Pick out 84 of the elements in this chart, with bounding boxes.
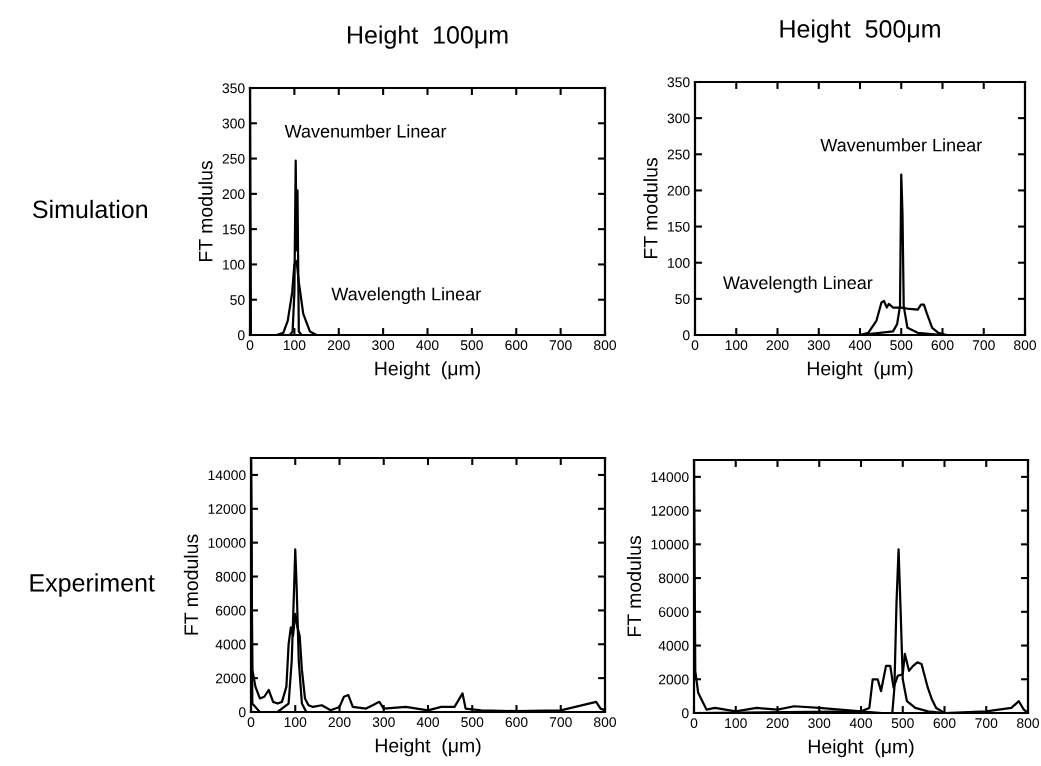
x-tick-label: 0 [690,718,698,729]
x-axis-title: Height (μm) [375,361,480,380]
x-axis-title: Height (μm) [808,739,914,758]
x-tick-label: 600 [505,717,528,728]
x-tick-label: 200 [766,718,789,729]
x-tick-label: 300 [808,718,831,729]
x-tick-label: 0 [691,340,699,351]
x-tick-label: 800 [1017,718,1040,729]
y-tick-label: 14000 [208,470,246,481]
x-tick-label: 100 [284,717,307,728]
text: Simulation [33,199,147,219]
x-tick-label: 600 [933,718,956,729]
y-tick-label: 14000 [651,472,689,483]
x-tick-label: 500 [460,340,483,351]
x-tick-label: 300 [807,340,830,351]
y-axis-title: FT modulus [643,158,658,259]
y-tick-label: 350 [222,83,245,94]
y-tick-label: 250 [667,149,690,160]
x-tick-label: 800 [594,717,617,728]
y-tick-label: 10000 [208,538,246,548]
y-tick-label: 8000 [658,573,689,584]
y-tick-label: 4000 [658,640,689,651]
y-tick-label: 2000 [215,673,246,684]
y-tick-label: 200 [667,185,690,196]
x-tick-label: 700 [972,340,995,351]
y-axis-title: FT modulus [183,534,199,635]
x-tick-label: 100 [283,340,306,351]
chart-title: Height 500μm [780,19,940,43]
y-tick-label: 50 [675,294,690,305]
y-tick-label: 12000 [208,504,246,514]
y-tick-label: 300 [667,113,690,124]
y-tick-label: 100 [668,258,690,268]
y-tick-label: 0 [237,330,245,341]
x-tick-label: 700 [549,717,572,728]
legend-label: Wavenumber Linear [820,138,982,152]
y-tick-label: 0 [682,330,690,341]
text: Experiment [30,573,155,597]
y-tick-label: 8000 [215,571,246,582]
x-tick-label: 800 [594,340,617,351]
y-tick-label: 250 [222,153,245,164]
y-tick-label: 0 [681,708,689,719]
x-tick-label: 700 [549,340,572,351]
x-tick-label: 100 [725,718,747,729]
y-tick-label: 2000 [658,674,689,685]
x-tick-label: 400 [416,340,439,351]
x-tick-label: 300 [372,340,395,351]
chart-title: Height 100μm [348,25,508,49]
x-tick-label: 500 [890,340,913,351]
y-tick-label: 4000 [215,639,246,650]
x-tick-label: 200 [327,340,350,351]
y-tick-label: 6000 [215,605,246,616]
y-tick-label: 150 [223,224,245,235]
x-axis-title: Height (μm) [375,738,481,757]
y-tick-label: 150 [668,221,690,232]
x-tick-label: 600 [505,340,528,351]
series-label: Wavelength Linear [723,275,873,293]
series-label: Wavelength Linear [331,287,481,305]
x-tick-label: 100 [725,340,748,351]
x-tick-label: 600 [931,340,954,351]
y-tick-label: 350 [667,77,690,88]
series-label: Wavenumber Linear [284,124,447,138]
x-tick-label: 500 [461,717,484,728]
y-axis-title: FT modulus [198,161,213,262]
y-tick-label: 300 [222,118,245,129]
x-tick-label: 200 [328,717,351,728]
y-tick-label: 200 [222,189,245,200]
x-tick-label: 400 [848,340,872,351]
x-tick-label: 500 [891,718,914,729]
y-axis-title: FT modulus [626,536,642,637]
x-tick-label: 400 [416,717,440,728]
x-tick-label: 400 [849,718,873,729]
y-tick-label: 6000 [658,607,689,617]
y-tick-label: 0 [238,707,246,718]
y-tick-label: 10000 [651,539,689,550]
x-tick-label: 800 [1014,340,1037,351]
x-tick-label: 300 [372,717,395,728]
x-tick-label: 0 [247,717,255,728]
x-axis-title: Height (μm) [807,361,913,380]
x-tick-label: 200 [766,340,789,351]
x-tick-label: 0 [246,340,254,351]
y-tick-label: 100 [223,259,245,270]
y-tick-label: 50 [230,295,245,305]
y-tick-label: 12000 [651,505,689,516]
x-tick-label: 700 [975,718,998,729]
